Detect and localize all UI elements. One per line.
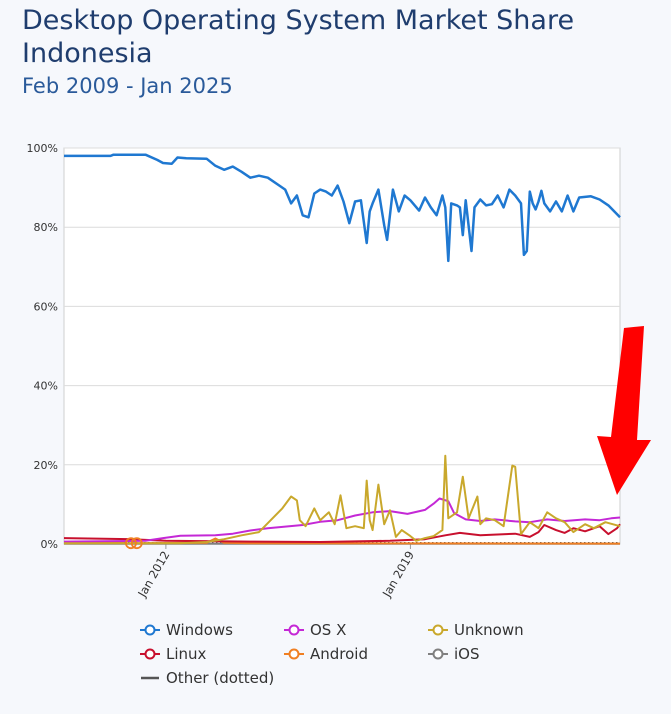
y-tick-label: 100% [27,142,58,155]
y-tick-label: 0% [41,538,58,551]
legend-label: Unknown [454,621,524,639]
point-marker-android [130,537,143,550]
legend-label: Windows [166,621,233,639]
legend-label: Linux [166,645,207,663]
chart-subtitle: Feb 2009 - Jan 2025 [22,74,233,98]
legend-item-linux[interactable]: Linux [140,644,206,664]
circle-line-icon [428,648,448,660]
y-tick-label: 20% [34,459,58,472]
dash-icon [141,676,159,680]
legend-item-windows[interactable]: Windows [140,620,233,640]
x-tick-label: Jan 2012 [135,549,173,601]
x-tick-label: Jan 2019 [379,549,417,601]
y-tick-label: 60% [34,300,58,313]
red-arrow-annotation [597,326,651,495]
series-line-unknown [64,454,621,545]
series-line-osx [63,497,621,543]
series-line-windows [64,153,621,263]
y-tick-label: 80% [34,221,58,234]
circle-line-icon [140,624,160,636]
chart-series [63,153,621,550]
legend-label: Other (dotted) [166,669,275,687]
legend-item-osx[interactable]: OS X [284,620,346,640]
point-marker-android [125,537,137,550]
legend-item-other[interactable]: Other (dotted) [140,668,274,688]
series-line-linux [63,523,621,543]
legend-item-unknown[interactable]: Unknown [428,620,524,640]
legend-label: Android [310,645,368,663]
legend-item-android[interactable]: Android [284,644,368,664]
plot-area [63,147,621,545]
circle-line-icon [140,648,160,660]
y-axis: 0% 20% 40% 60% 80% 100% [27,142,58,551]
chart-legend: Windows OS X Unknown Linux Android iOS Other (… [140,620,660,700]
legend-label: OS X [310,621,347,639]
circle-line-icon [284,648,304,660]
legend-item-ios[interactable]: iOS [428,644,480,664]
y-tick-label: 40% [34,380,58,393]
line-chart: statcounter 0%20%40%60%80%100% Jan 2012J… [27,142,651,600]
circle-line-icon [428,624,448,636]
circle-line-icon [284,624,304,636]
legend-label: iOS [454,645,480,663]
chart-title: Desktop Operating System Market Share In… [22,5,575,69]
x-axis: Jan 2012 Jan 2019 [135,544,417,600]
